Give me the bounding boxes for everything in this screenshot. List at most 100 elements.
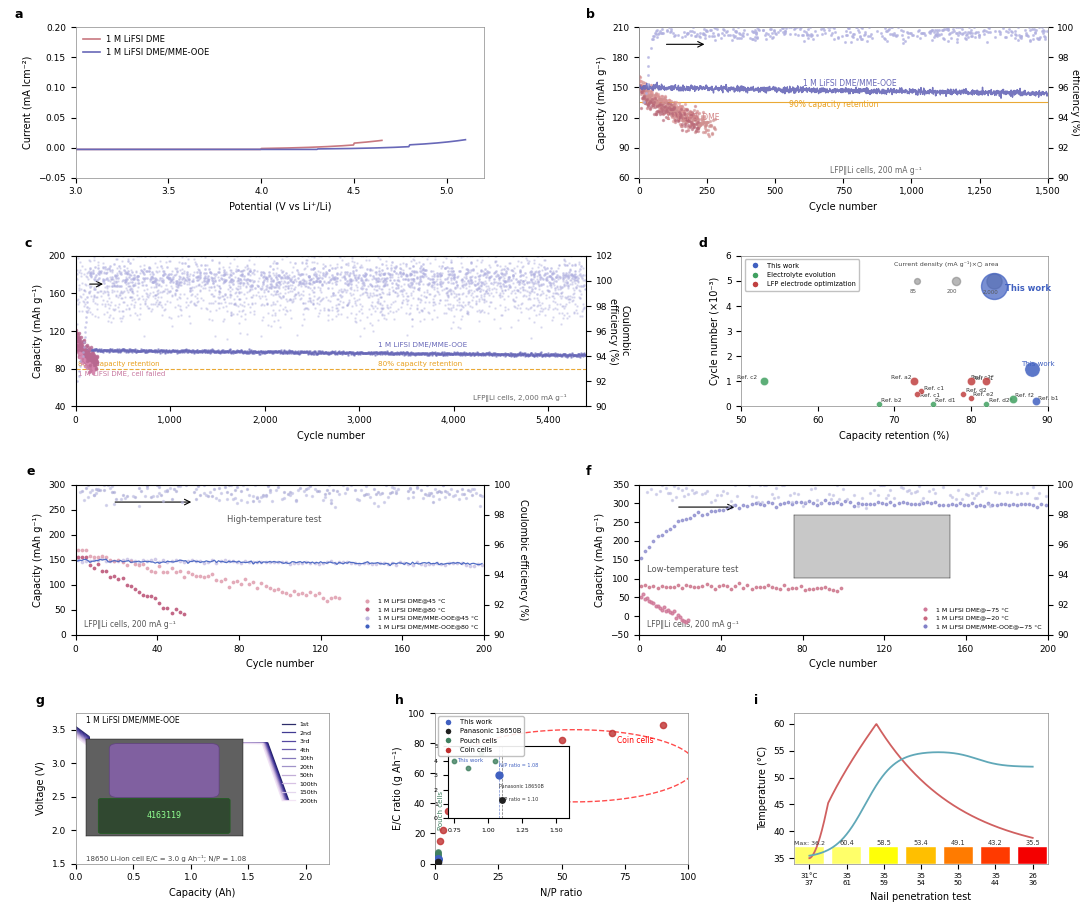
Point (222, 268, 240, 283)
Point (76, 351, 93, 365)
Point (176, 273, 193, 287)
Point (186, 344, 203, 358)
Point (364, 278, 381, 293)
Point (248, 555, 266, 570)
Point (509, 300, 526, 315)
Point (501, 280, 518, 295)
Point (482, 269, 499, 284)
Point (253, 345, 270, 359)
Point (68, 334, 85, 348)
Point (380, 286, 397, 301)
Point (405, 268, 422, 283)
Point (69, 553, 86, 567)
Point (286, 345, 303, 359)
Point (674, 104, 691, 118)
Point (78, 310, 95, 325)
Point (393, 295, 410, 310)
Point (554, 271, 571, 285)
Point (499, 346, 516, 361)
Point (299, 345, 316, 359)
Point (126, 490, 144, 504)
Point (576, 282, 593, 296)
Point (310, 556, 327, 571)
Point (195, 269, 213, 284)
Point (684, 122, 701, 136)
100th (69, 729, 82, 740)
Point (210, 343, 227, 357)
Point (77, 481, 94, 495)
Point (259, 318, 276, 333)
Point (316, 486, 334, 501)
Point (70, 340, 87, 355)
Text: 43.2: 43.2 (988, 840, 1003, 845)
Point (212, 281, 229, 295)
Point (68, 330, 85, 345)
Point (76, 345, 93, 360)
Point (70, 339, 87, 354)
Point (906, 496, 923, 511)
Point (83, 361, 100, 375)
Point (123, 285, 140, 299)
Point (348, 268, 365, 283)
Point (319, 345, 336, 360)
Point (755, 580, 772, 594)
Point (564, 286, 581, 301)
Point (330, 345, 348, 360)
Point (279, 294, 296, 308)
Point (376, 277, 393, 292)
Point (86, 270, 104, 285)
Point (197, 277, 214, 292)
Point (632, 85, 649, 99)
Point (423, 275, 441, 290)
Point (548, 264, 565, 278)
Point (833, 496, 850, 511)
Point (222, 345, 240, 360)
Point (535, 285, 552, 300)
Point (698, 117, 715, 132)
Point (320, 345, 337, 359)
Point (357, 346, 375, 361)
Point (640, 95, 658, 109)
Point (1023, 22, 1040, 36)
Point (632, 81, 649, 95)
Point (70, 341, 87, 355)
Point (406, 264, 423, 278)
20th (69, 726, 82, 737)
Point (82, 349, 99, 364)
Point (168, 292, 186, 306)
Point (526, 265, 543, 279)
Point (316, 489, 334, 504)
Point (696, 485, 713, 500)
Point (376, 345, 393, 359)
Point (322, 554, 339, 569)
Point (351, 346, 368, 361)
Point (1020, 28, 1037, 43)
Point (118, 272, 135, 286)
Point (631, 73, 648, 87)
Point (118, 551, 135, 565)
Point (72, 268, 90, 283)
Point (505, 348, 523, 363)
Point (646, 94, 663, 108)
Point (349, 271, 366, 285)
Point (159, 249, 176, 264)
Point (554, 288, 571, 303)
Point (325, 271, 342, 285)
Point (95, 275, 112, 290)
Point (781, 20, 798, 35)
Point (171, 291, 188, 305)
Point (102, 554, 119, 568)
Point (696, 22, 713, 36)
Point (996, 497, 1013, 512)
Point (744, 32, 761, 46)
Point (915, 25, 932, 40)
Point (276, 270, 294, 285)
Point (420, 295, 437, 309)
Point (162, 284, 179, 298)
Point (296, 344, 313, 358)
Point (639, 68, 657, 83)
Point (1002, 28, 1020, 43)
Point (509, 347, 526, 362)
Point (178, 267, 195, 282)
Point (69, 343, 86, 357)
